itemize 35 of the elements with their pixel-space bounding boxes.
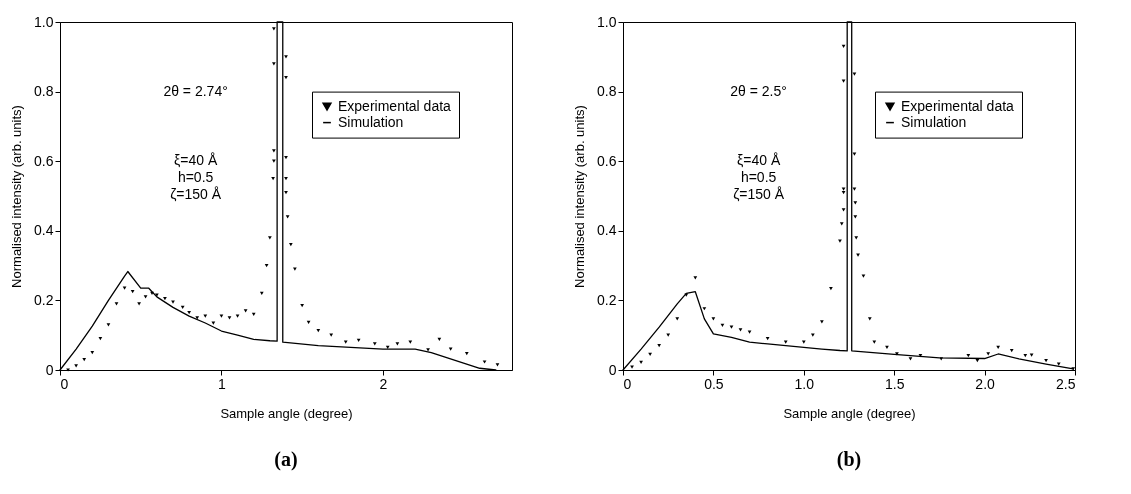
text: (b): [836, 448, 862, 471]
y-tick-label: 0.8: [34, 83, 54, 100]
annotation: ξ=40 Å h=0.5 ζ=150 Å: [170, 152, 222, 203]
legend-label: Simulation: [901, 113, 967, 130]
y-tick-label: 0.8: [597, 83, 617, 100]
x-tick-label: 1.0: [794, 375, 815, 392]
y-tick-label: 1.0: [597, 13, 617, 30]
y-tick-label: 0: [45, 361, 54, 378]
y-tick-label: 0: [608, 361, 617, 378]
y-axis-title: Normalised intensity (arb. units): [572, 105, 588, 288]
annotation: 2θ = 2.5°: [730, 82, 787, 99]
x-tick-label: 0: [623, 375, 632, 392]
legend-label: Simulation: [338, 113, 404, 130]
text: (a): [274, 448, 298, 471]
y-tick-label: 1.0: [34, 13, 54, 30]
x-tick-label: 1.5: [884, 375, 905, 392]
x-tick-label: 0.5: [704, 375, 724, 392]
x-axis-title: Sample angle (degree): [220, 405, 353, 421]
y-tick-label: 0.6: [597, 152, 617, 169]
y-tick-label: 0.4: [597, 222, 617, 239]
legend-label: Experimental data: [338, 97, 452, 114]
annotation: ξ=40 Å h=0.5 ζ=150 Å: [733, 152, 785, 203]
x-tick-label: 2: [379, 375, 388, 392]
y-tick-label: 0.4: [34, 222, 54, 239]
y-tick-label: 0.2: [597, 291, 617, 308]
x-axis-title: Sample angle (degree): [783, 405, 916, 421]
x-tick-label: 2.5: [1056, 375, 1076, 392]
x-tick-label: 1: [218, 375, 227, 392]
x-tick-label: 2.0: [975, 375, 996, 392]
y-tick-label: 0.2: [34, 291, 54, 308]
annotation: 2θ = 2.74°: [163, 82, 228, 99]
y-axis-title: Normalised intensity (arb. units): [9, 105, 25, 288]
x-tick-label: 0: [60, 375, 69, 392]
y-tick-label: 0.6: [34, 152, 54, 169]
legend-label: Experimental data: [901, 97, 1015, 114]
